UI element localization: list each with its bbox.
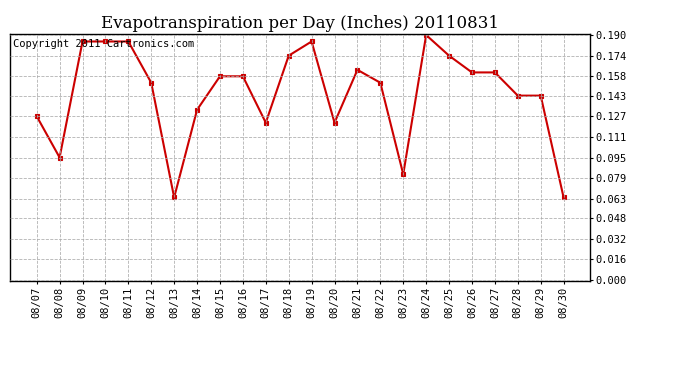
Title: Evapotranspiration per Day (Inches) 20110831: Evapotranspiration per Day (Inches) 2011… <box>101 15 499 32</box>
Text: Copyright 2011 Cartronics.com: Copyright 2011 Cartronics.com <box>13 39 195 49</box>
